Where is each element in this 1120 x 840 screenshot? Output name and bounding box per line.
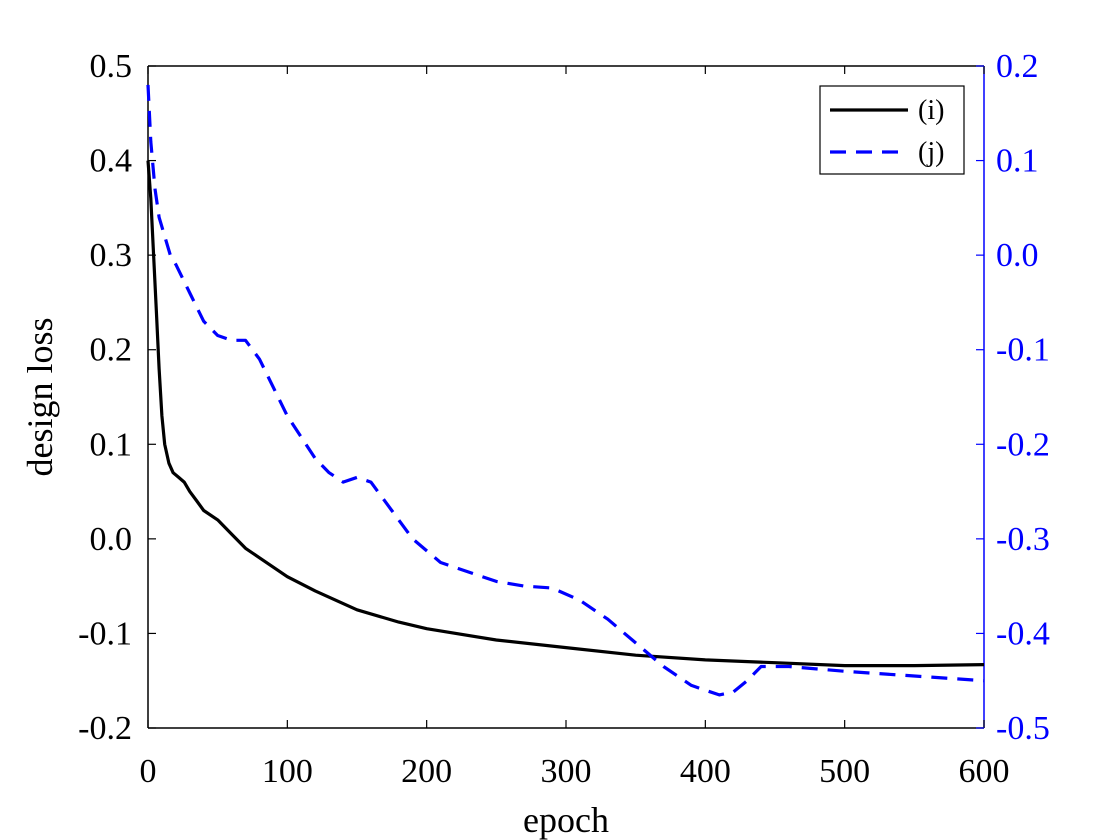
y-tick-label: 0.4 (90, 143, 133, 180)
x-tick-label: 0 (140, 753, 157, 790)
x-axis-label: epoch (523, 800, 609, 840)
y2-tick-label: -0.1 (996, 332, 1050, 369)
legend: (i) (j) (819, 85, 965, 175)
y2-tick-label: 0.2 (996, 48, 1039, 85)
y2-tick-label: -0.3 (996, 521, 1050, 558)
y2-tick-label: 0.1 (996, 143, 1039, 180)
x-tick-label: 100 (262, 753, 313, 790)
x-tick-label: 200 (401, 753, 452, 790)
legend-box (819, 85, 965, 175)
x-tick-label: 400 (680, 753, 731, 790)
y2-tick-label: -0.5 (996, 710, 1050, 747)
series-line-1 (146, 160, 985, 668)
x-tick-label: 600 (959, 753, 1010, 790)
y-tick-label: -0.2 (78, 710, 132, 747)
y-tick-label: -0.1 (78, 615, 132, 652)
x-tick-label: 300 (541, 753, 592, 790)
y2-tick-label: -0.4 (996, 615, 1050, 652)
x-tick-label: 500 (819, 753, 870, 790)
y-tick-label: 0.0 (90, 521, 133, 558)
legend-label-1: (i) (918, 95, 944, 126)
y-tick-label: 0.2 (90, 332, 133, 369)
series-line-2 (146, 84, 985, 697)
y2-tick-label: -0.2 (996, 426, 1050, 463)
y-tick-label: 0.3 (90, 237, 133, 274)
axes-group: 0 100 200 300 400 500 600 -0.2 -0.1 0.0 0.1 0.2 0.3 0… (78, 48, 1050, 790)
legend-label-2: (j) (918, 137, 944, 168)
y-tick-label: 0.1 (90, 426, 133, 463)
y2-tick-label: 0.0 (996, 237, 1039, 274)
plot-area (148, 66, 984, 728)
y-axis-label: design loss (20, 317, 60, 476)
y-tick-label: 0.5 (90, 48, 133, 85)
series-layer (146, 84, 985, 697)
